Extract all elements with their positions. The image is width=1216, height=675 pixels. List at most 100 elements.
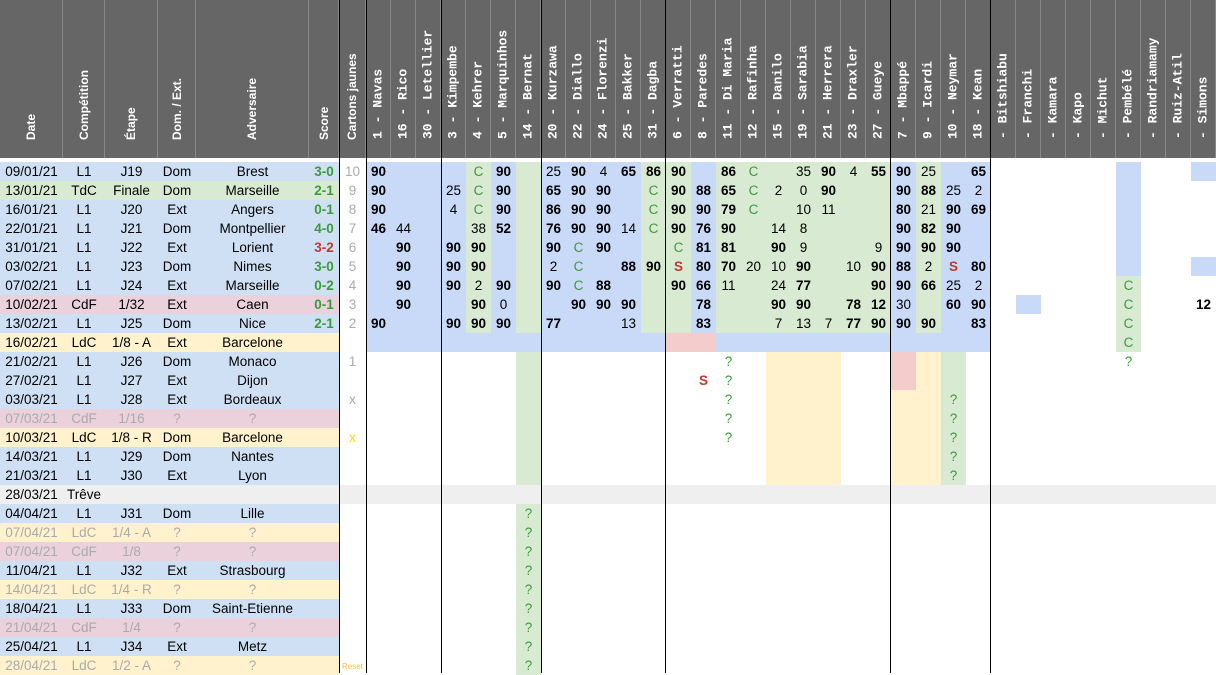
player-cell[interactable]: 11 xyxy=(716,276,741,295)
player-cell[interactable]: 90 xyxy=(391,257,416,276)
cell-home_away[interactable]: Dom xyxy=(158,181,196,200)
player-cell[interactable]: 90 xyxy=(716,219,741,238)
cell-stage[interactable]: J33 xyxy=(105,599,158,618)
player-cell[interactable] xyxy=(1141,314,1166,333)
player-cell[interactable] xyxy=(491,428,516,447)
player-cell[interactable] xyxy=(641,466,666,485)
player-cell[interactable] xyxy=(591,352,616,371)
player-cell[interactable] xyxy=(841,276,866,295)
cell-competition[interactable]: L1 xyxy=(63,371,105,390)
player-cell[interactable] xyxy=(1016,276,1041,295)
player-cell[interactable] xyxy=(616,352,641,371)
player-cell[interactable]: 90 xyxy=(466,314,491,333)
player-cell[interactable] xyxy=(966,656,991,675)
player-cell[interactable] xyxy=(1191,580,1216,599)
player-cell[interactable] xyxy=(491,447,516,466)
player-cell[interactable]: 90 xyxy=(466,295,491,314)
player-cell[interactable] xyxy=(591,466,616,485)
player-cell[interactable] xyxy=(1041,181,1066,200)
player-cell[interactable] xyxy=(541,371,566,390)
player-cell[interactable] xyxy=(891,523,916,542)
cell-home_away[interactable]: Ext xyxy=(158,333,196,352)
header-yellow_cards[interactable]: Cartons jaunes xyxy=(339,0,366,158)
player-cell[interactable] xyxy=(791,371,816,390)
player-cell[interactable] xyxy=(991,637,1016,656)
cell-date[interactable]: 13/02/21 xyxy=(0,314,63,333)
player-cell[interactable] xyxy=(866,656,891,675)
player-cell[interactable] xyxy=(491,257,516,276)
player-cell[interactable] xyxy=(1016,466,1041,485)
player-cell[interactable] xyxy=(391,637,416,656)
player-cell[interactable] xyxy=(566,352,591,371)
player-cell[interactable]: 86 xyxy=(716,162,741,181)
cell-competition[interactable]: L1 xyxy=(63,447,105,466)
player-cell[interactable] xyxy=(491,352,516,371)
player-cell[interactable] xyxy=(966,333,991,352)
player-cell[interactable] xyxy=(916,428,941,447)
player-cell[interactable] xyxy=(1191,599,1216,618)
player-cell[interactable] xyxy=(516,447,541,466)
player-cell[interactable] xyxy=(691,162,716,181)
player-cell[interactable] xyxy=(691,333,716,352)
player-cell[interactable]: 81 xyxy=(691,238,716,257)
player-cell[interactable]: 90 xyxy=(941,219,966,238)
player-cell[interactable] xyxy=(891,371,916,390)
player-cell[interactable] xyxy=(591,637,616,656)
player-cell[interactable] xyxy=(591,390,616,409)
player-cell[interactable] xyxy=(1091,314,1116,333)
player-cell[interactable] xyxy=(641,295,666,314)
player-cell[interactable] xyxy=(866,409,891,428)
player-cell[interactable] xyxy=(1016,523,1041,542)
player-cell[interactable] xyxy=(516,238,541,257)
player-cell[interactable] xyxy=(916,542,941,561)
player-cell[interactable] xyxy=(491,523,516,542)
player-cell[interactable] xyxy=(866,542,891,561)
cell-competition[interactable]: L1 xyxy=(63,599,105,618)
player-cell[interactable] xyxy=(616,561,641,580)
player-cell[interactable] xyxy=(866,390,891,409)
player-cell[interactable] xyxy=(466,523,491,542)
player-cell[interactable] xyxy=(516,219,541,238)
player-cell[interactable]: 4 xyxy=(591,162,616,181)
player-cell[interactable]: 66 xyxy=(916,276,941,295)
player-cell[interactable]: 77 xyxy=(541,314,566,333)
player-cell[interactable] xyxy=(991,219,1016,238)
player-cell[interactable] xyxy=(991,257,1016,276)
player-cell[interactable] xyxy=(991,599,1016,618)
player-cell[interactable] xyxy=(1091,333,1116,352)
player-cell[interactable] xyxy=(416,238,441,257)
player-cell[interactable] xyxy=(641,409,666,428)
player-cell[interactable] xyxy=(791,504,816,523)
cell-opponent[interactable]: ? xyxy=(196,656,309,675)
cell-date[interactable]: 16/01/21 xyxy=(0,200,63,219)
player-cell[interactable] xyxy=(891,504,916,523)
header-player[interactable]: 30 - Letellier xyxy=(416,0,441,158)
player-cell[interactable] xyxy=(1141,238,1166,257)
player-cell[interactable] xyxy=(566,656,591,675)
player-cell[interactable] xyxy=(866,561,891,580)
player-cell[interactable] xyxy=(1091,656,1116,675)
player-cell[interactable] xyxy=(1041,314,1066,333)
player-cell[interactable] xyxy=(366,466,391,485)
player-cell[interactable] xyxy=(1166,314,1191,333)
header-player[interactable]: 22 - Diallo xyxy=(566,0,591,158)
cell-home_away[interactable]: Dom xyxy=(158,257,196,276)
header-player[interactable]: 18 - Kean xyxy=(966,0,991,158)
player-cell[interactable] xyxy=(716,542,741,561)
player-cell[interactable] xyxy=(416,428,441,447)
player-cell[interactable]: ? xyxy=(516,504,541,523)
player-cell[interactable] xyxy=(1116,561,1141,580)
player-cell[interactable] xyxy=(991,314,1016,333)
player-cell[interactable] xyxy=(441,599,466,618)
player-cell[interactable] xyxy=(841,352,866,371)
player-cell[interactable] xyxy=(1166,428,1191,447)
player-cell[interactable] xyxy=(1141,618,1166,637)
player-cell[interactable] xyxy=(816,580,841,599)
header-player[interactable]: 8 - Paredes xyxy=(691,0,716,158)
player-cell[interactable] xyxy=(441,371,466,390)
player-cell[interactable] xyxy=(691,523,716,542)
player-cell[interactable] xyxy=(1066,409,1091,428)
player-cell[interactable] xyxy=(1141,276,1166,295)
player-cell[interactable] xyxy=(1016,352,1041,371)
player-cell[interactable] xyxy=(391,162,416,181)
